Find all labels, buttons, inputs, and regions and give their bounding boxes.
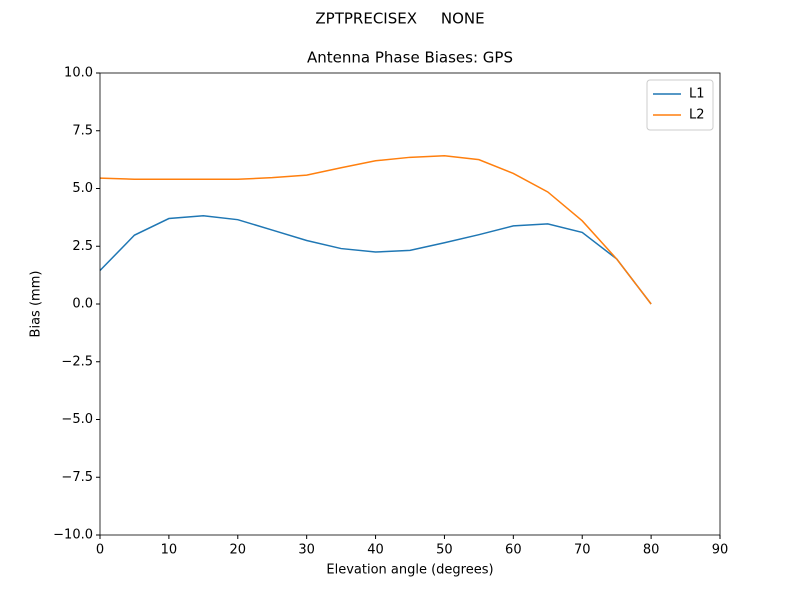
y-tick-label: −7.5 (61, 470, 93, 485)
x-tick-label: 60 (505, 543, 522, 558)
y-tick-label: 5.0 (72, 181, 93, 196)
x-tick-label: 30 (298, 543, 315, 558)
line (99, 154, 652, 305)
x-tick-label: 70 (574, 543, 591, 558)
plot-frame (99, 72, 721, 536)
y-tick-label: −10.0 (53, 528, 93, 543)
y-axis-label: Bias (mm) (29, 271, 44, 338)
legend-label: L2 (689, 108, 705, 123)
x-tick-label: 40 (367, 543, 384, 558)
x-tick-label: 90 (712, 543, 729, 558)
y-tick-label: 7.5 (72, 123, 93, 138)
y-tick-label: 2.5 (72, 239, 93, 254)
suptitle: ZPTPRECISEX NONE (315, 10, 484, 28)
x-tick-label: 50 (436, 543, 453, 558)
y-tick-label: 0.0 (72, 297, 93, 312)
legend-box (646, 79, 714, 131)
x-tick-label: 80 (643, 543, 660, 558)
x-tick-label: 10 (161, 543, 178, 558)
legend-label: L1 (689, 87, 705, 102)
x-axis-label: Elevation angle (degrees) (326, 563, 493, 578)
line (99, 215, 652, 305)
y-tick-label: −5.0 (61, 412, 93, 427)
y-tick-label: 10.0 (64, 66, 93, 81)
x-tick-label: 0 (96, 543, 104, 558)
x-tick-label: 20 (230, 543, 247, 558)
y-tick-label: −2.5 (61, 354, 93, 369)
chart-title: Antenna Phase Biases: GPS (307, 49, 513, 67)
